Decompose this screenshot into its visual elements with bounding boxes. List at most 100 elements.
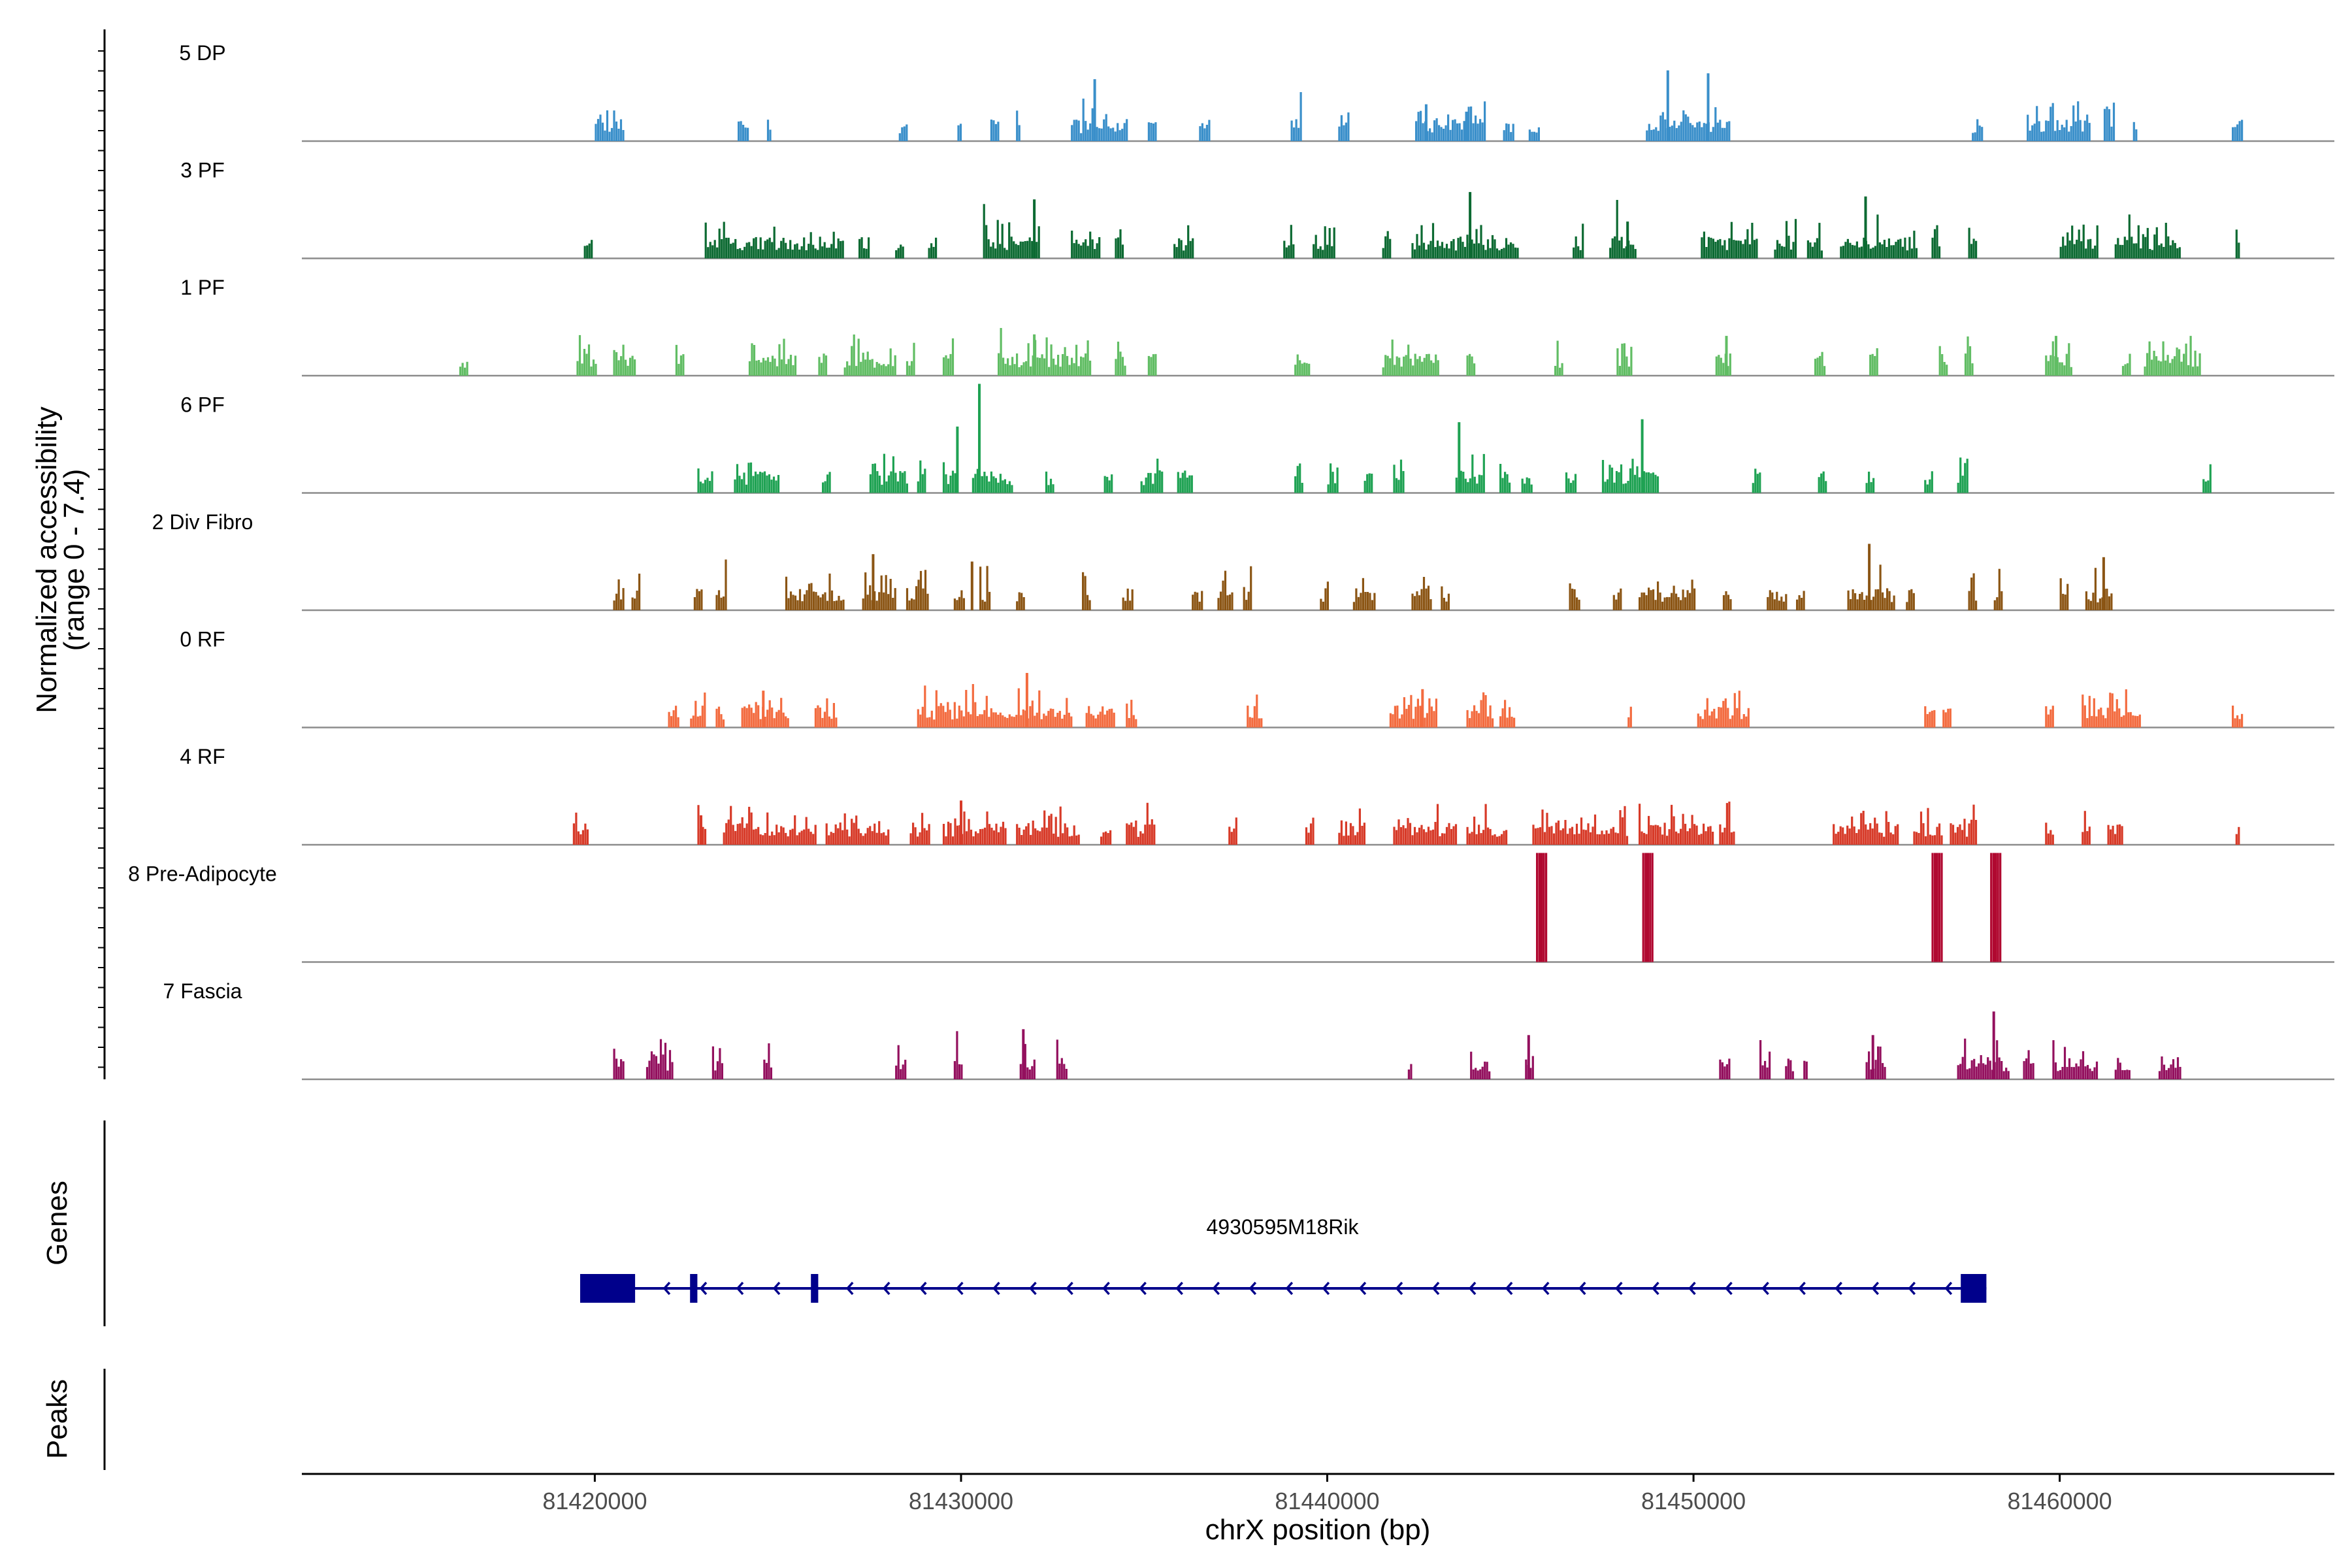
coverage-bar bbox=[715, 708, 718, 728]
coverage-bar bbox=[770, 480, 773, 493]
coverage-bar bbox=[1479, 1069, 1482, 1079]
coverage-bar bbox=[1057, 355, 1060, 376]
coverage-bar bbox=[1753, 240, 1756, 259]
coverage-bar bbox=[1618, 472, 1620, 493]
coverage-bar bbox=[2059, 1070, 2062, 1079]
coverage-bar bbox=[572, 823, 575, 845]
coverage-bar bbox=[908, 600, 911, 610]
coverage-bar bbox=[841, 240, 844, 259]
coverage-bar bbox=[1402, 825, 1405, 845]
coverage-bar bbox=[1424, 717, 1426, 728]
coverage-bar bbox=[757, 474, 759, 493]
coverage-bar bbox=[1114, 131, 1117, 141]
coverage-bar bbox=[2146, 353, 2149, 376]
coverage-bar bbox=[1071, 125, 1073, 141]
coverage-bar bbox=[2027, 114, 2029, 141]
coverage-bar bbox=[1837, 832, 1840, 845]
coverage-bar bbox=[1397, 819, 1400, 845]
coverage-bar bbox=[1439, 246, 1441, 259]
coverage-bar bbox=[935, 690, 938, 728]
coverage-bar bbox=[965, 831, 968, 845]
coverage-bar bbox=[747, 127, 749, 141]
coverage-bar bbox=[771, 355, 774, 376]
coverage-bar bbox=[1913, 231, 1916, 259]
coverage-bar bbox=[2132, 243, 2135, 259]
coverage-bar bbox=[2065, 353, 2068, 376]
coverage-bar bbox=[832, 231, 835, 259]
coverage-bar bbox=[1874, 817, 1876, 845]
coverage-bar bbox=[1399, 459, 1403, 493]
coverage-bar bbox=[1651, 853, 1654, 962]
coverage-bar bbox=[1058, 1064, 1061, 1079]
coverage-bar bbox=[2107, 825, 2110, 845]
coverage-bar bbox=[1557, 820, 1560, 845]
coverage-bar bbox=[2198, 353, 2201, 376]
coverage-bar bbox=[1885, 811, 1887, 845]
coverage-bar bbox=[1004, 248, 1006, 259]
track-label: 5 DP bbox=[179, 41, 225, 65]
coverage-bar bbox=[1331, 246, 1333, 259]
coverage-bar bbox=[938, 706, 940, 728]
coverage-bar bbox=[874, 823, 876, 845]
coverage-bar bbox=[928, 248, 930, 259]
coverage-bar bbox=[1407, 818, 1409, 845]
coverage-bar bbox=[583, 246, 586, 259]
coverage-bar bbox=[763, 471, 766, 493]
coverage-bar bbox=[2095, 716, 2098, 728]
coverage-bar bbox=[1418, 595, 1421, 610]
coverage-bar bbox=[1407, 704, 1410, 728]
coverage-bar bbox=[2064, 245, 2066, 259]
coverage-bar bbox=[1466, 355, 1469, 376]
coverage-bar bbox=[1398, 357, 1401, 376]
coverage-bar bbox=[1243, 587, 1245, 610]
coverage-bar bbox=[1418, 356, 1421, 376]
coverage-bar bbox=[1878, 242, 1881, 259]
coverage-bar bbox=[981, 828, 984, 845]
coverage-bar bbox=[1431, 132, 1433, 141]
coverage-bar bbox=[1782, 601, 1785, 610]
coverage-bar bbox=[1721, 245, 1723, 259]
coverage-bar bbox=[1435, 118, 1438, 141]
coverage-bar bbox=[1156, 459, 1159, 493]
coverage-bar bbox=[851, 346, 853, 376]
coverage-bar bbox=[714, 1070, 717, 1079]
coverage-bar bbox=[755, 237, 757, 259]
coverage-bar bbox=[1028, 237, 1031, 259]
coverage-bar bbox=[1654, 600, 1657, 610]
coverage-bar bbox=[825, 823, 828, 845]
coverage-bar bbox=[1526, 477, 1528, 493]
coverage-bar bbox=[2123, 1070, 2126, 1079]
coverage-bar bbox=[693, 597, 696, 610]
coverage-bar bbox=[1371, 474, 1373, 493]
coverage-bar bbox=[2116, 825, 2119, 845]
coverage-bar bbox=[1401, 714, 1403, 728]
coverage-bar bbox=[1785, 594, 1788, 610]
coverage-bar bbox=[1360, 593, 1362, 610]
coverage-bar bbox=[2091, 1071, 2094, 1079]
coverage-bar bbox=[1433, 120, 1436, 141]
coverage-bar bbox=[1203, 128, 1206, 141]
coverage-bar bbox=[981, 600, 984, 610]
coverage-bar bbox=[1112, 127, 1115, 141]
coverage-bar bbox=[1580, 817, 1583, 845]
coverage-bar bbox=[791, 250, 794, 259]
coverage-bar bbox=[1723, 827, 1726, 845]
coverage-bar bbox=[1482, 453, 1485, 493]
coverage-bar bbox=[1450, 241, 1453, 259]
coverage-bar bbox=[1641, 831, 1643, 845]
coverage-bar bbox=[1469, 478, 1471, 493]
coverage-bar bbox=[791, 828, 794, 845]
track-3-pf: 3 PF bbox=[180, 159, 2334, 259]
coverage-bar bbox=[748, 361, 751, 376]
coverage-bar bbox=[860, 361, 862, 376]
coverage-bar bbox=[986, 566, 988, 610]
coverage-bar bbox=[1569, 483, 1573, 493]
coverage-bar bbox=[1100, 836, 1103, 845]
coverage-bar bbox=[2127, 712, 2130, 728]
coverage-bar bbox=[1129, 600, 1132, 610]
coverage-bar bbox=[885, 366, 887, 376]
coverage-bar bbox=[1684, 823, 1687, 845]
coverage-bar bbox=[1589, 832, 1592, 845]
coverage-bar bbox=[1487, 827, 1490, 845]
coverage-bar bbox=[1604, 482, 1607, 493]
